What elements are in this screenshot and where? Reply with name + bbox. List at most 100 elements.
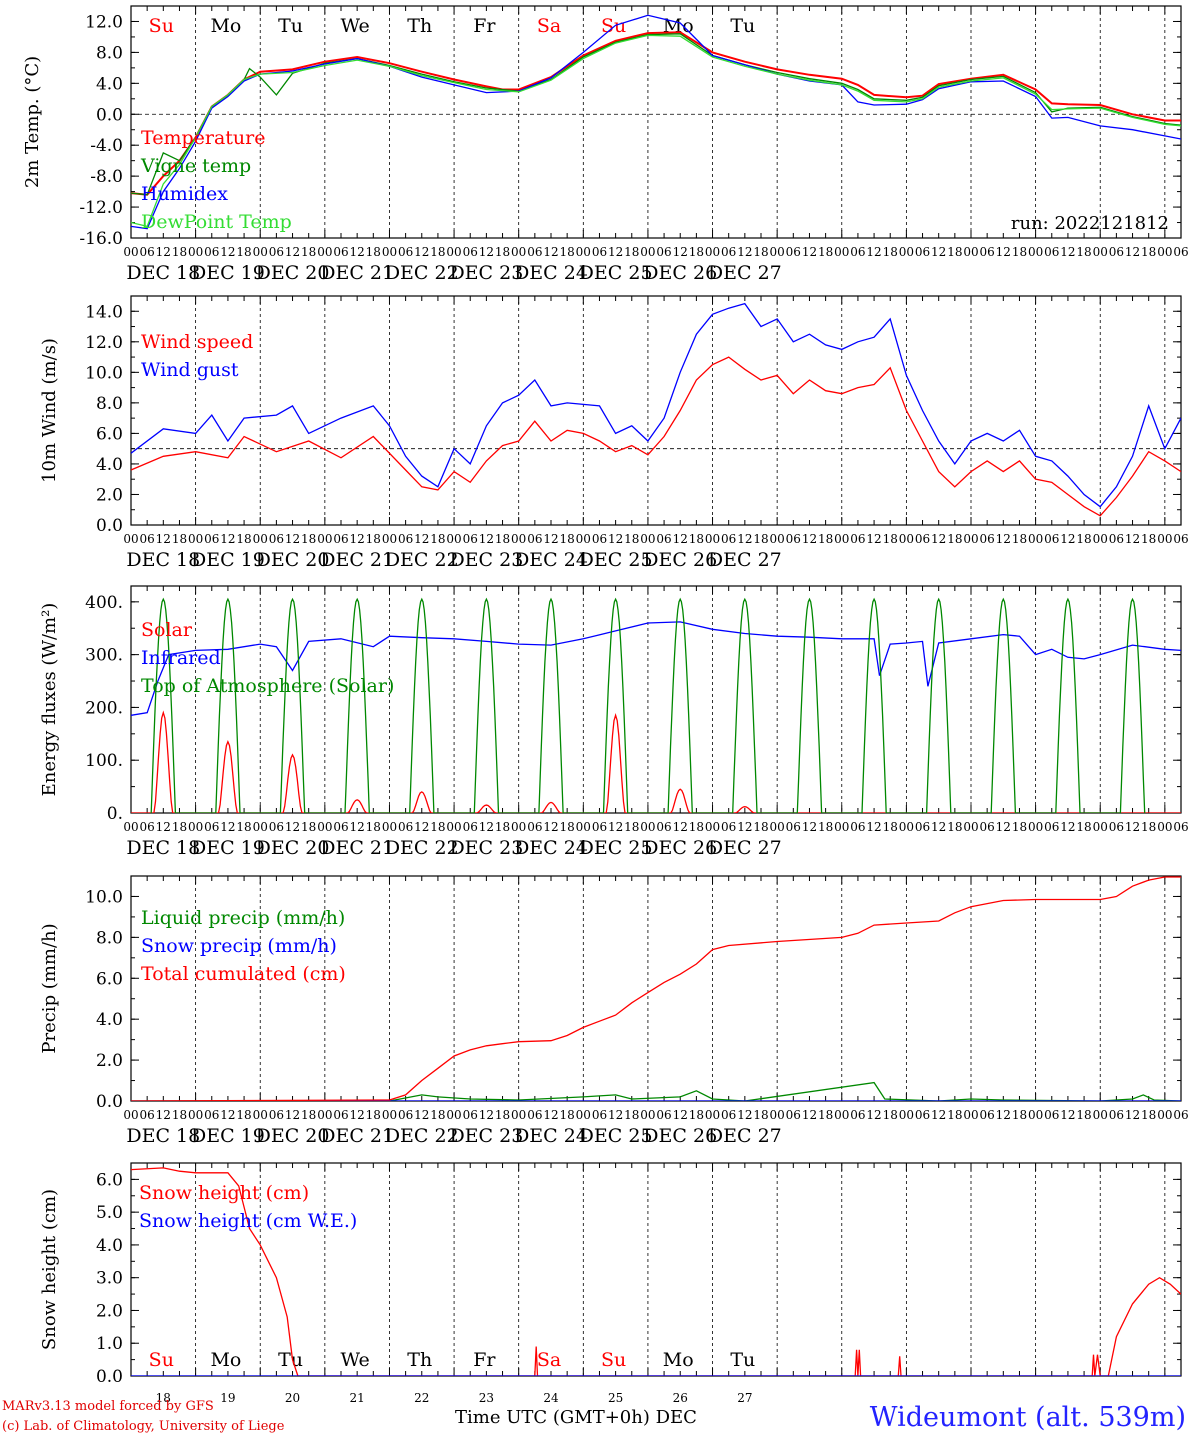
x-hour-label: 00 bbox=[123, 532, 138, 546]
x-hour-label: 00 bbox=[511, 820, 526, 834]
x-hour-label: 12 bbox=[1060, 245, 1075, 259]
x-date-label: DEC 21 bbox=[320, 837, 394, 859]
weekday-label: Fr bbox=[473, 1349, 496, 1371]
x-date-label: DEC 20 bbox=[256, 1125, 330, 1147]
x-hour-label: 06 bbox=[398, 1108, 413, 1122]
x-hour-label: 00 bbox=[899, 820, 914, 834]
x-hour-label: 00 bbox=[576, 1108, 591, 1122]
x-date-label: DEC 24 bbox=[514, 262, 588, 284]
x-hour-label: 12 bbox=[285, 1108, 300, 1122]
x-hour-label: 18 bbox=[1141, 1108, 1156, 1122]
x-hour-label: 18 bbox=[818, 1108, 833, 1122]
x-hour-label: 06 bbox=[140, 532, 155, 546]
y-tick-label: 10.0 bbox=[85, 363, 123, 383]
x-hour-label: 12 bbox=[737, 245, 752, 259]
x-hour-label: 18 bbox=[236, 245, 251, 259]
series-line-snow-height-cm- bbox=[131, 1167, 1181, 1376]
x-hour-label: 12 bbox=[220, 1108, 235, 1122]
x-hour-label: 18 bbox=[1076, 820, 1091, 834]
x-hour-label: 06 bbox=[592, 820, 607, 834]
x-date-label: 19 bbox=[220, 1391, 235, 1405]
x-hour-label: 18 bbox=[1076, 1108, 1091, 1122]
x-hour-label: 00 bbox=[1157, 532, 1172, 546]
y-axis-label: Snow height (cm) bbox=[39, 1189, 60, 1350]
y-tick-label: -16.0 bbox=[79, 229, 123, 249]
x-hour-label: 00 bbox=[1028, 1108, 1043, 1122]
x-hour-label: 18 bbox=[947, 820, 962, 834]
x-date-label: DEC 20 bbox=[256, 262, 330, 284]
x-hour-label: 00 bbox=[963, 245, 978, 259]
x-hour-label: 06 bbox=[721, 820, 736, 834]
y-tick-label: -4.0 bbox=[90, 136, 123, 156]
x-hour-label: 06 bbox=[204, 820, 219, 834]
x-date-label: DEC 23 bbox=[449, 262, 523, 284]
x-date-label: DEC 20 bbox=[256, 837, 330, 859]
y-tick-label: 300. bbox=[85, 646, 123, 666]
weekday-label: Th bbox=[407, 1349, 432, 1371]
x-hour-label: 18 bbox=[366, 820, 381, 834]
x-hour-label: 06 bbox=[980, 1108, 995, 1122]
x-hour-label: 18 bbox=[947, 1108, 962, 1122]
weekday-label: Tu bbox=[278, 1349, 303, 1371]
x-date-label: DEC 23 bbox=[449, 549, 523, 571]
x-hour-label: 00 bbox=[511, 245, 526, 259]
x-hour-label: 00 bbox=[382, 820, 397, 834]
x-hour-label: 18 bbox=[366, 245, 381, 259]
x-hour-label: 18 bbox=[366, 532, 381, 546]
x-hour-label: 18 bbox=[1076, 532, 1091, 546]
y-tick-label: 100. bbox=[85, 751, 123, 771]
x-hour-label: 12 bbox=[866, 245, 881, 259]
x-hour-label: 18 bbox=[495, 820, 510, 834]
y-axis-label: 2m Temp. (°C) bbox=[22, 56, 43, 188]
x-hour-label: 00 bbox=[640, 245, 655, 259]
x-hour-label: 12 bbox=[673, 532, 688, 546]
x-date-label: DEC 22 bbox=[385, 549, 459, 571]
x-hour-label: 00 bbox=[640, 532, 655, 546]
x-hour-label: 12 bbox=[1125, 1108, 1140, 1122]
y-tick-label: 400. bbox=[85, 593, 123, 613]
y-axis-label: Precip (mm/h) bbox=[39, 923, 60, 1053]
x-hour-label: 00 bbox=[963, 1108, 978, 1122]
legend-entry: DewPoint Temp bbox=[141, 211, 292, 233]
x-date-label: DEC 25 bbox=[579, 549, 653, 571]
x-hour-label: 12 bbox=[802, 532, 817, 546]
x-hour-label: 12 bbox=[673, 820, 688, 834]
x-date-label: DEC 26 bbox=[643, 1125, 717, 1147]
x-hour-label: 18 bbox=[236, 532, 251, 546]
x-hour-label: 06 bbox=[656, 532, 671, 546]
x-hour-label: 06 bbox=[915, 1108, 930, 1122]
x-hour-label: 18 bbox=[1141, 245, 1156, 259]
x-hour-label: 12 bbox=[608, 1108, 623, 1122]
x-hour-label: 18 bbox=[624, 820, 639, 834]
x-hour-label: 00 bbox=[834, 245, 849, 259]
x-hour-label: 18 bbox=[430, 245, 445, 259]
x-hour-label: 06 bbox=[527, 532, 542, 546]
y-tick-label: 4.0 bbox=[96, 1010, 123, 1030]
weekday-label: Su bbox=[149, 1349, 174, 1371]
x-hour-label: 00 bbox=[446, 1108, 461, 1122]
x-hour-label: 12 bbox=[996, 1108, 1011, 1122]
x-hour-label: 18 bbox=[883, 245, 898, 259]
x-hour-label: 06 bbox=[915, 245, 930, 259]
x-hour-label: 06 bbox=[269, 245, 284, 259]
x-date-label: DEC 23 bbox=[449, 1125, 523, 1147]
x-hour-label: 12 bbox=[931, 532, 946, 546]
x-date-label: DEC 24 bbox=[514, 837, 588, 859]
x-hour-label: 06 bbox=[915, 820, 930, 834]
x-hour-label: 12 bbox=[1125, 532, 1140, 546]
x-hour-label: 06 bbox=[333, 532, 348, 546]
x-hour-label: 18 bbox=[172, 820, 187, 834]
x-hour-label: 00 bbox=[1093, 1108, 1108, 1122]
y-tick-label: 2.0 bbox=[96, 1051, 123, 1071]
x-hour-label: 06 bbox=[140, 245, 155, 259]
x-hour-label: 18 bbox=[1141, 532, 1156, 546]
x-hour-label: 06 bbox=[204, 245, 219, 259]
x-hour-label: 18 bbox=[689, 532, 704, 546]
x-hour-label: 18 bbox=[883, 1108, 898, 1122]
x-date-label: DEC 19 bbox=[191, 262, 265, 284]
x-hour-label: 00 bbox=[317, 245, 332, 259]
x-hour-label: 00 bbox=[253, 820, 268, 834]
x-hour-label: 00 bbox=[188, 532, 203, 546]
x-hour-label: 12 bbox=[156, 1108, 171, 1122]
